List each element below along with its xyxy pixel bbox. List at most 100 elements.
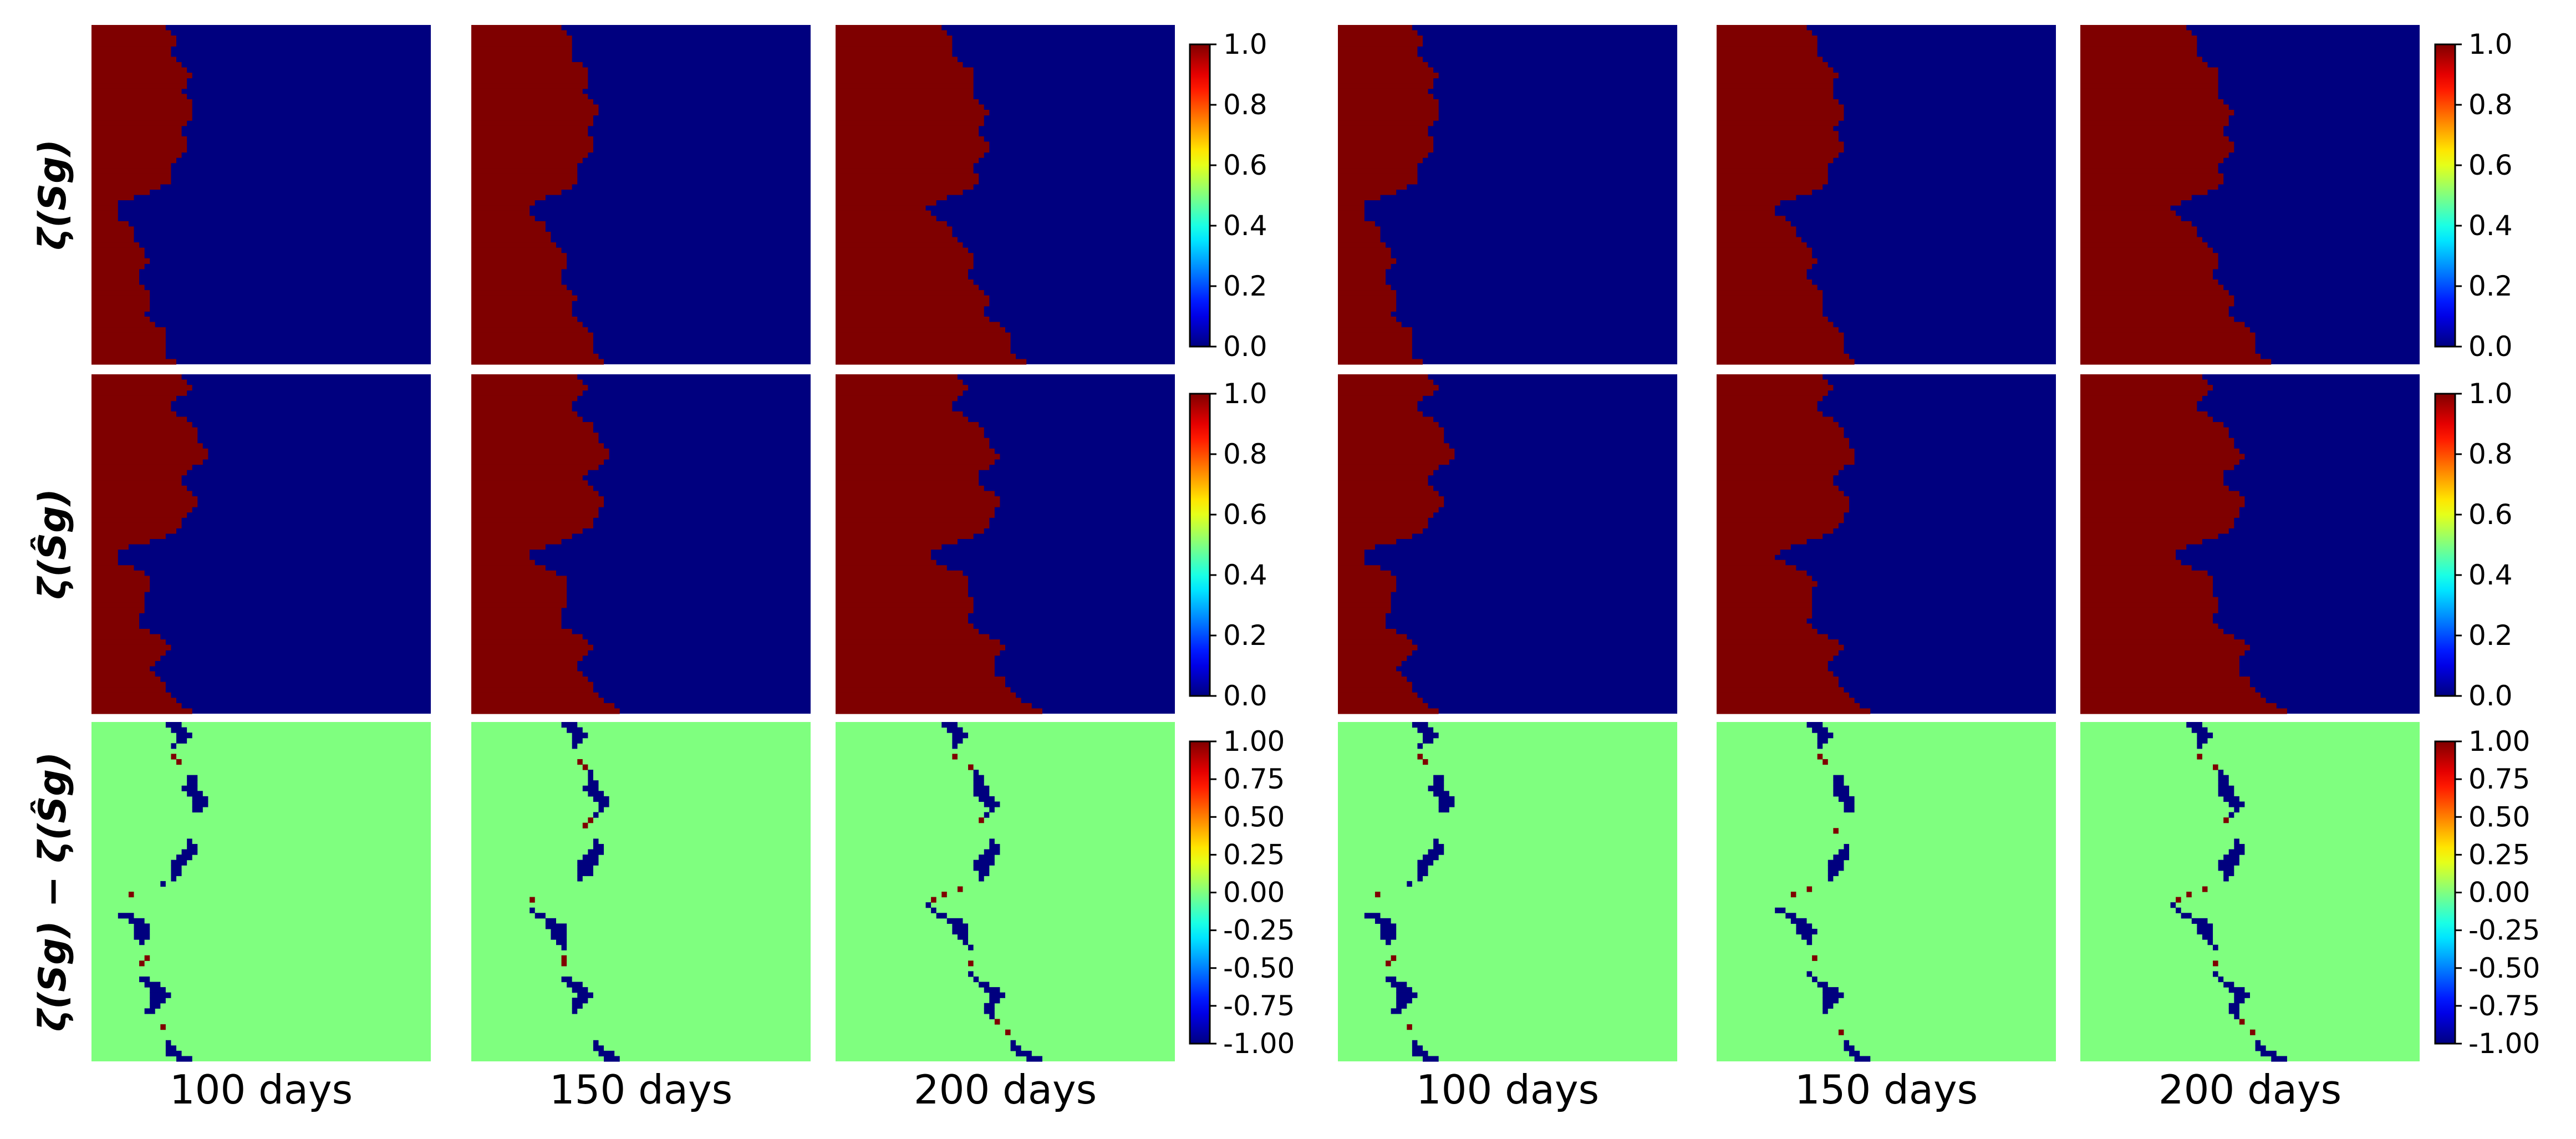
- heatmap-cell: [836, 422, 979, 428]
- heatmap-cell: [187, 780, 198, 786]
- heatmap-cell: [1717, 665, 1828, 672]
- difference-heatmap: [471, 722, 811, 1062]
- heatmap-cell: [1844, 801, 1855, 807]
- heatmap-cell: [471, 348, 593, 354]
- colorbar-tick-label: -1.00: [1223, 1028, 1295, 1060]
- heatmap-cell: [2080, 443, 2234, 449]
- heatmap-cell: [836, 83, 974, 89]
- heatmap-cell: [1817, 738, 1828, 744]
- heatmap-cell: [836, 348, 1011, 354]
- heatmap-cell: [91, 607, 145, 613]
- predicted-heatmap: [1717, 374, 2056, 714]
- heatmap-cell: [1717, 533, 1823, 540]
- heatmap-cell: [2080, 343, 2256, 349]
- heatmap-cell: [1338, 374, 1428, 380]
- colorbar-tick-label: 0.8: [2468, 438, 2513, 470]
- heatmap-cell: [2218, 785, 2234, 791]
- heatmap-cell: [836, 480, 979, 486]
- heatmap-cell: [91, 200, 118, 206]
- heatmap-cell: [836, 560, 936, 566]
- heatmap-cell: [836, 94, 974, 100]
- heatmap-cell: [2080, 576, 2213, 582]
- colorbar-tick-label: 0.6: [1223, 499, 1267, 531]
- heatmap-cell: [2080, 512, 2239, 518]
- heatmap-cell: [1717, 597, 1813, 603]
- heatmap-cell: [2202, 886, 2208, 892]
- heatmap-cell: [1338, 40, 1423, 47]
- heatmap-cell: [1338, 78, 1434, 84]
- heatmap-cell: [176, 733, 192, 739]
- heatmap-cell: [2080, 253, 2218, 259]
- heatmap-cell: [1338, 46, 1418, 52]
- heatmap-cell: [1338, 650, 1412, 656]
- colorbar-tick-label: 1.0: [2468, 28, 2513, 60]
- heatmap-cell: [91, 136, 187, 142]
- heatmap-cell: [1717, 448, 1855, 455]
- heatmap-cell: [1822, 992, 1844, 998]
- heatmap-cell: [171, 754, 176, 760]
- heatmap-cell: [2080, 290, 2229, 296]
- heatmap-cell: [989, 838, 995, 845]
- heatmap-cell: [1338, 253, 1391, 259]
- heatmap-cell: [836, 692, 1016, 698]
- heatmap-cell: [1338, 25, 1412, 31]
- heatmap-cell: [1822, 1008, 1828, 1014]
- heatmap-cell: [2080, 125, 2224, 131]
- heatmap-cell: [1338, 538, 1397, 545]
- colorbar-tick-label: -0.50: [2468, 952, 2540, 984]
- heatmap-cell: [1338, 301, 1397, 307]
- heatmap-cell: [91, 555, 118, 561]
- heatmap-cell: [1717, 443, 1850, 449]
- heatmap-cell: [836, 687, 1011, 693]
- heatmap-cell: [1717, 253, 1813, 259]
- heatmap-cell: [2080, 406, 2197, 412]
- heatmap-cell: [1338, 184, 1407, 190]
- heatmap-cell: [181, 785, 198, 791]
- heatmap-cell: [2080, 162, 2218, 169]
- heatmap-cell: [2234, 838, 2239, 845]
- heatmap-cell: [2080, 237, 2202, 243]
- heatmap-cell: [91, 226, 134, 232]
- heatmap-cell: [1380, 923, 1397, 929]
- colorbar-tick-label: -0.50: [1223, 952, 1295, 984]
- heatmap-cell: [1338, 353, 1412, 360]
- heatmap-cell: [1717, 327, 1839, 333]
- heatmap-cell: [2080, 570, 2208, 576]
- heatmap-cell: [1338, 35, 1423, 42]
- heatmap-cell: [2080, 338, 2256, 344]
- heatmap-cell: [1717, 677, 1839, 683]
- heatmap-cell: [1717, 338, 1844, 344]
- heatmap-cell: [582, 785, 599, 791]
- heatmap-cell: [471, 485, 593, 491]
- difference-heatmap: [836, 722, 1175, 1062]
- heatmap-cell: [836, 125, 979, 131]
- heatmap-cell: [471, 507, 599, 513]
- heatmap-cell: [171, 865, 182, 871]
- heatmap-cell: [2197, 733, 2213, 739]
- heatmap-cell: [2080, 40, 2197, 47]
- heatmap-cell: [471, 565, 546, 571]
- heatmap-cell: [530, 897, 535, 903]
- heatmap-cell: [1717, 141, 1844, 148]
- heatmap-cell: [471, 279, 562, 286]
- heatmap-cell: [836, 247, 969, 253]
- heatmap-cell: [588, 780, 599, 786]
- heatmap-cell: [931, 897, 936, 903]
- heatmap-cell: [1717, 629, 1818, 635]
- heatmap-cell: [2080, 379, 2208, 385]
- column-label: 150 days: [549, 1066, 732, 1113]
- heatmap-cell: [1338, 237, 1381, 243]
- heatmap-cell: [1396, 992, 1418, 998]
- heatmap-cell: [91, 327, 166, 333]
- heatmap-cell: [2080, 184, 2218, 190]
- heatmap-cell: [471, 99, 593, 105]
- heatmap-cell: [1338, 327, 1412, 333]
- heatmap-cell: [1717, 258, 1818, 264]
- heatmap-cell: [91, 184, 161, 190]
- heatmap-cell: [836, 629, 979, 635]
- heatmap-cell: [836, 46, 953, 52]
- colorbar-tick-label: -0.75: [1223, 990, 1295, 1022]
- heatmap-cell: [1380, 934, 1397, 940]
- heatmap-cell: [91, 400, 171, 406]
- heatmap-cell: [91, 359, 176, 365]
